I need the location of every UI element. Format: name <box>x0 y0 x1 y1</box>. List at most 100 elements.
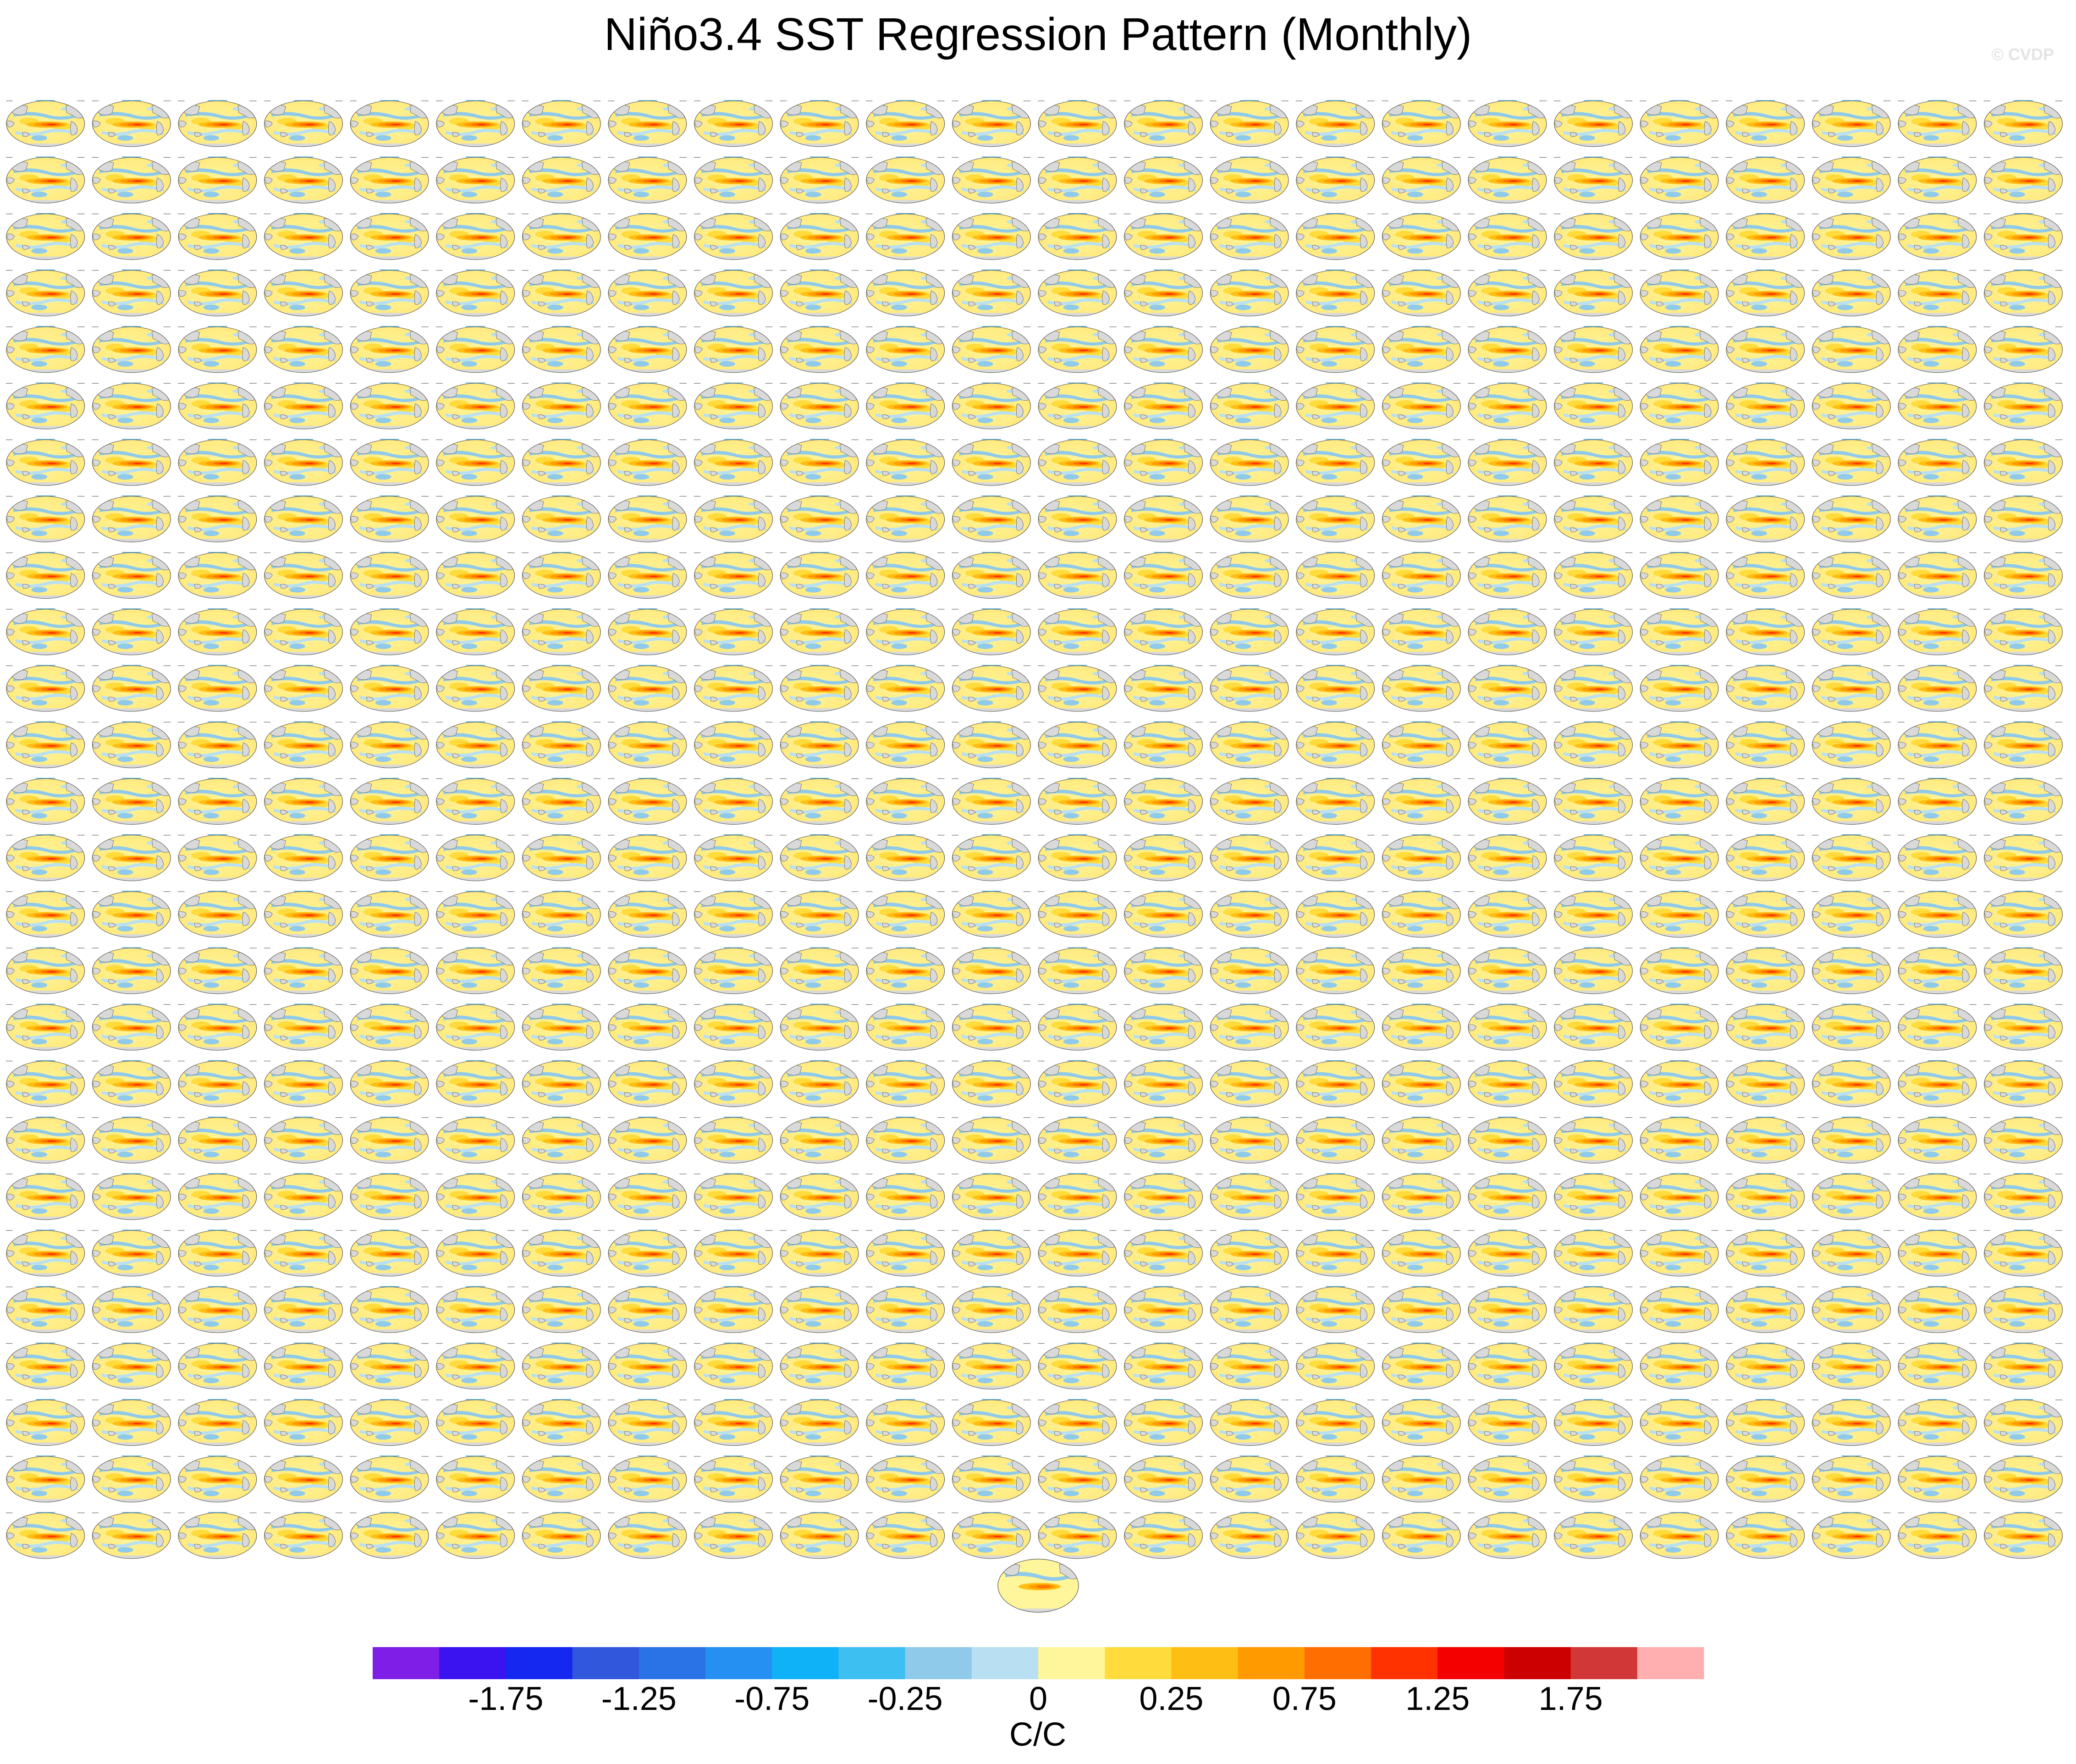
map-panel <box>693 1284 774 1335</box>
map-panel <box>1036 663 1118 714</box>
map-panel <box>1294 1115 1376 1166</box>
map-panel <box>263 720 344 770</box>
map-panel <box>1123 1341 1204 1391</box>
map-panel <box>1208 551 1290 601</box>
map-panel <box>435 663 516 714</box>
map-panel <box>263 1454 344 1505</box>
map-panel <box>176 1510 258 1561</box>
map-panel <box>1896 1510 1978 1561</box>
map-panel <box>1123 1510 1204 1561</box>
map-panel <box>1208 325 1290 375</box>
map-panel <box>1553 1398 1634 1448</box>
map-panel <box>865 1341 946 1391</box>
map-panel <box>5 1002 86 1053</box>
map-panel <box>176 776 258 827</box>
map-panel <box>693 494 774 544</box>
map-panel <box>1982 551 2064 601</box>
extra-map-panel <box>997 1559 1079 1613</box>
map-panel <box>1466 1510 1548 1561</box>
map-panel <box>1294 551 1376 601</box>
colorbar-tick-label: -0.75 <box>734 1681 809 1717</box>
map-panel <box>5 1510 86 1561</box>
map-panel <box>1811 833 1892 883</box>
map-panel <box>1294 1510 1376 1561</box>
map-panel <box>1036 833 1118 883</box>
map-panel <box>1724 1115 1806 1166</box>
map-panel <box>693 720 774 770</box>
map-panel <box>1466 946 1548 996</box>
map-panel <box>1294 889 1376 940</box>
map-panel <box>1381 99 1462 149</box>
credit-label: © CVDP <box>1991 45 2054 64</box>
map-panel <box>1294 325 1376 375</box>
map-panel <box>521 1398 602 1448</box>
map-panel <box>606 1398 688 1448</box>
map-panel <box>1811 1341 1892 1391</box>
map-panel <box>521 155 602 205</box>
map-panel <box>951 437 1032 488</box>
colorbar-box <box>838 1647 906 1679</box>
map-panel <box>91 99 172 149</box>
map-panel <box>1724 720 1806 770</box>
map-panel <box>1123 1398 1204 1448</box>
map-panel <box>951 1172 1032 1222</box>
map-panel <box>91 946 172 996</box>
map-panel <box>778 1398 860 1448</box>
panel-grid <box>0 94 2076 1566</box>
map-panel <box>176 1228 258 1279</box>
map-panel <box>1123 776 1204 827</box>
map-panel <box>693 607 774 657</box>
map-panel <box>1036 720 1118 770</box>
map-panel <box>1724 437 1806 488</box>
map-panel <box>1381 325 1462 375</box>
map-panel <box>1466 1002 1548 1053</box>
map-panel <box>1553 437 1634 488</box>
map-panel <box>1294 1002 1376 1053</box>
map-panel <box>1811 494 1892 544</box>
map-panel <box>263 211 344 262</box>
map-panel <box>1208 99 1290 149</box>
map-panel <box>1123 268 1204 319</box>
map-panel <box>91 1510 172 1561</box>
map-panel <box>521 551 602 601</box>
map-panel <box>1466 381 1548 431</box>
map-panel <box>606 1284 688 1335</box>
map-panel <box>521 99 602 149</box>
map-panel <box>1896 1398 1978 1448</box>
map-panel <box>1638 494 1720 544</box>
map-panel <box>1724 1510 1806 1561</box>
map-panel <box>865 889 946 940</box>
map-panel <box>1811 268 1892 319</box>
map-panel <box>5 268 86 319</box>
map-panel <box>1896 1454 1978 1505</box>
map-panel <box>1982 1058 2064 1109</box>
map-panel <box>1638 1341 1720 1391</box>
map-panel <box>1123 325 1204 375</box>
map-panel <box>1294 437 1376 488</box>
map-panel <box>1982 1398 2064 1448</box>
map-panel <box>1553 1341 1634 1391</box>
map-panel <box>865 268 946 319</box>
map-panel <box>1982 99 2064 149</box>
map-panel <box>1294 1172 1376 1222</box>
map-panel <box>1811 663 1892 714</box>
map-panel <box>1896 1115 1978 1166</box>
map-panel <box>1208 1398 1290 1448</box>
map-panel <box>91 437 172 488</box>
map-panel <box>1036 1284 1118 1335</box>
map-panel <box>1123 1115 1204 1166</box>
colorbar-box <box>1171 1647 1239 1679</box>
map-panel <box>1811 1510 1892 1561</box>
map-panel <box>693 325 774 375</box>
map-panel <box>606 1454 688 1505</box>
map-panel <box>1294 1228 1376 1279</box>
map-panel <box>348 607 430 657</box>
map-panel <box>1724 325 1806 375</box>
map-panel <box>1381 1058 1462 1109</box>
map-panel <box>1294 607 1376 657</box>
map-panel <box>435 155 516 205</box>
map-panel <box>435 99 516 149</box>
map-panel <box>865 99 946 149</box>
map-panel <box>606 1115 688 1166</box>
map-panel <box>5 1454 86 1505</box>
